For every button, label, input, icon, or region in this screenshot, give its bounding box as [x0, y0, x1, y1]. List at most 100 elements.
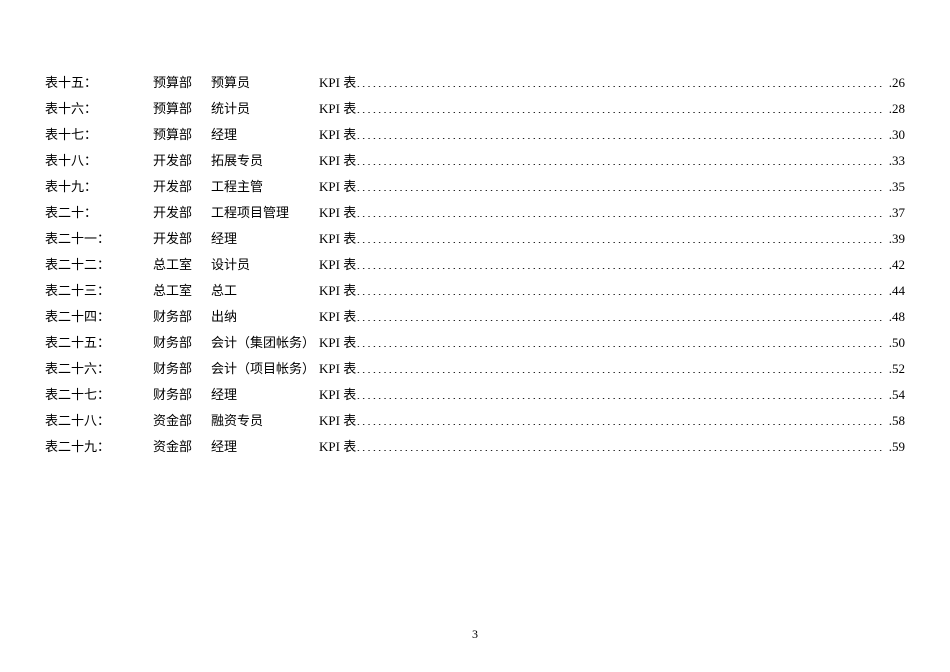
- toc-role: 融资专员: [211, 408, 319, 434]
- toc-department: 开发部: [153, 226, 211, 252]
- toc-kpi-label: KPI 表: [319, 252, 356, 278]
- toc-row: 表二十二：总工室设计员KPI 表 .42: [45, 252, 905, 278]
- toc-label: 表二十四：: [45, 304, 153, 330]
- toc-kpi-label: KPI 表: [319, 96, 356, 122]
- toc-kpi-label: KPI 表: [319, 122, 356, 148]
- toc-row: 表二十四：财务部出纳KPI 表.48: [45, 304, 905, 330]
- toc-leader-dots: [356, 386, 885, 399]
- toc-kpi-label: KPI 表: [319, 382, 356, 408]
- toc-page-number: .37: [885, 200, 905, 226]
- toc-kpi-label: KPI 表: [319, 70, 356, 96]
- toc-leader-dots: [356, 308, 885, 321]
- toc-label: 表十八：: [45, 148, 153, 174]
- toc-department: 总工室: [153, 252, 211, 278]
- toc-label: 表二十一：: [45, 226, 153, 252]
- toc-leader-dots: [356, 282, 885, 295]
- toc-page-number: .33: [885, 148, 905, 174]
- toc-department: 财务部: [153, 304, 211, 330]
- toc-role: 设计员: [211, 252, 319, 278]
- toc-label: 表十五：: [45, 70, 153, 96]
- toc-role: 经理: [211, 122, 319, 148]
- toc-label: 表十九：: [45, 174, 153, 200]
- toc-page-number: .59: [885, 434, 905, 460]
- toc-row: 表二十三：总工室总工KPI 表 .44: [45, 278, 905, 304]
- toc-page-number: .50: [885, 330, 905, 356]
- toc-page-number: .54: [885, 382, 905, 408]
- toc-kpi-label: KPI 表: [319, 174, 356, 200]
- toc-role: 经理: [211, 226, 319, 252]
- toc-page-number: .28: [885, 96, 905, 122]
- toc-role: 总工: [211, 278, 319, 304]
- toc-leader-dots: [356, 100, 885, 113]
- toc-department: 开发部: [153, 200, 211, 226]
- toc-leader-dots: [356, 334, 885, 347]
- toc-role: 统计员: [211, 96, 319, 122]
- page-number: 3: [0, 627, 950, 642]
- toc-label: 表十七：: [45, 122, 153, 148]
- toc-kpi-label: KPI 表: [319, 278, 356, 304]
- toc-kpi-label: KPI 表: [319, 356, 356, 382]
- toc-department: 预算部: [153, 70, 211, 96]
- toc-label: 表二十：: [45, 200, 153, 226]
- toc-department: 资金部: [153, 408, 211, 434]
- toc-leader-dots: [356, 152, 885, 165]
- toc-kpi-label: KPI 表: [319, 330, 356, 356]
- toc-row: 表十八：开发部拓展专员KPI 表.33: [45, 148, 905, 174]
- toc-leader-dots: [356, 360, 885, 373]
- toc-label: 表二十二：: [45, 252, 153, 278]
- toc-department: 预算部: [153, 122, 211, 148]
- toc-role: 拓展专员: [211, 148, 319, 174]
- toc-role: 会计（项目帐务）: [211, 356, 319, 382]
- toc-row: 表二十：开发部工程项目管理KPI 表.37: [45, 200, 905, 226]
- toc-label: 表二十七：: [45, 382, 153, 408]
- toc-kpi-label: KPI 表: [319, 304, 356, 330]
- toc-row: 表二十一：开发部经理KPI 表 .39: [45, 226, 905, 252]
- toc-label: 表二十三：: [45, 278, 153, 304]
- toc-kpi-label: KPI 表: [319, 408, 356, 434]
- toc-role: 预算员: [211, 70, 319, 96]
- toc-label: 表二十六：: [45, 356, 153, 382]
- toc-kpi-label: KPI 表: [319, 434, 356, 460]
- toc-row: 表十九：开发部工程主管KPI 表 .35: [45, 174, 905, 200]
- toc-leader-dots: [356, 438, 885, 451]
- toc-kpi-label: KPI 表: [319, 148, 356, 174]
- toc-leader-dots: [356, 230, 885, 243]
- toc-role: 工程主管: [211, 174, 319, 200]
- toc-page-number: .52: [885, 356, 905, 382]
- toc-department: 总工室: [153, 278, 211, 304]
- toc-page-number: .35: [885, 174, 905, 200]
- toc-leader-dots: [356, 412, 885, 425]
- toc-kpi-label: KPI 表: [319, 226, 356, 252]
- toc-page-number: .39: [885, 226, 905, 252]
- toc-row: 表二十八：资金部融资专员KPI 表 .58: [45, 408, 905, 434]
- toc-department: 资金部: [153, 434, 211, 460]
- toc-leader-dots: [356, 204, 885, 217]
- toc-department: 财务部: [153, 356, 211, 382]
- toc-leader-dots: [356, 256, 885, 269]
- toc-row: 表十七：预算部经理KPI 表 .30: [45, 122, 905, 148]
- toc-department: 财务部: [153, 382, 211, 408]
- toc-department: 开发部: [153, 174, 211, 200]
- toc-label: 表二十八：: [45, 408, 153, 434]
- table-of-contents: 表十五：预算部预算员KPI 表.26表十六：预算部统计员KPI 表.28表十七：…: [45, 70, 905, 460]
- toc-page-number: .58: [885, 408, 905, 434]
- toc-row: 表二十五：财务部会计（集团帐务）KPI 表 .50: [45, 330, 905, 356]
- toc-leader-dots: [356, 126, 885, 139]
- toc-role: 经理: [211, 382, 319, 408]
- toc-page-number: .48: [885, 304, 905, 330]
- toc-page-number: .30: [885, 122, 905, 148]
- toc-role: 工程项目管理: [211, 200, 319, 226]
- toc-page-number: .44: [885, 278, 905, 304]
- toc-department: 财务部: [153, 330, 211, 356]
- toc-leader-dots: [356, 74, 885, 87]
- toc-row: 表二十九：资金部经理KPI 表 .59: [45, 434, 905, 460]
- toc-department: 预算部: [153, 96, 211, 122]
- toc-role: 会计（集团帐务）: [211, 330, 319, 356]
- toc-label: 表二十五：: [45, 330, 153, 356]
- toc-page-number: .42: [885, 252, 905, 278]
- toc-row: 表十五：预算部预算员KPI 表.26: [45, 70, 905, 96]
- toc-role: 经理: [211, 434, 319, 460]
- toc-row: 表十六：预算部统计员KPI 表.28: [45, 96, 905, 122]
- toc-leader-dots: [356, 178, 885, 191]
- toc-label: 表二十九：: [45, 434, 153, 460]
